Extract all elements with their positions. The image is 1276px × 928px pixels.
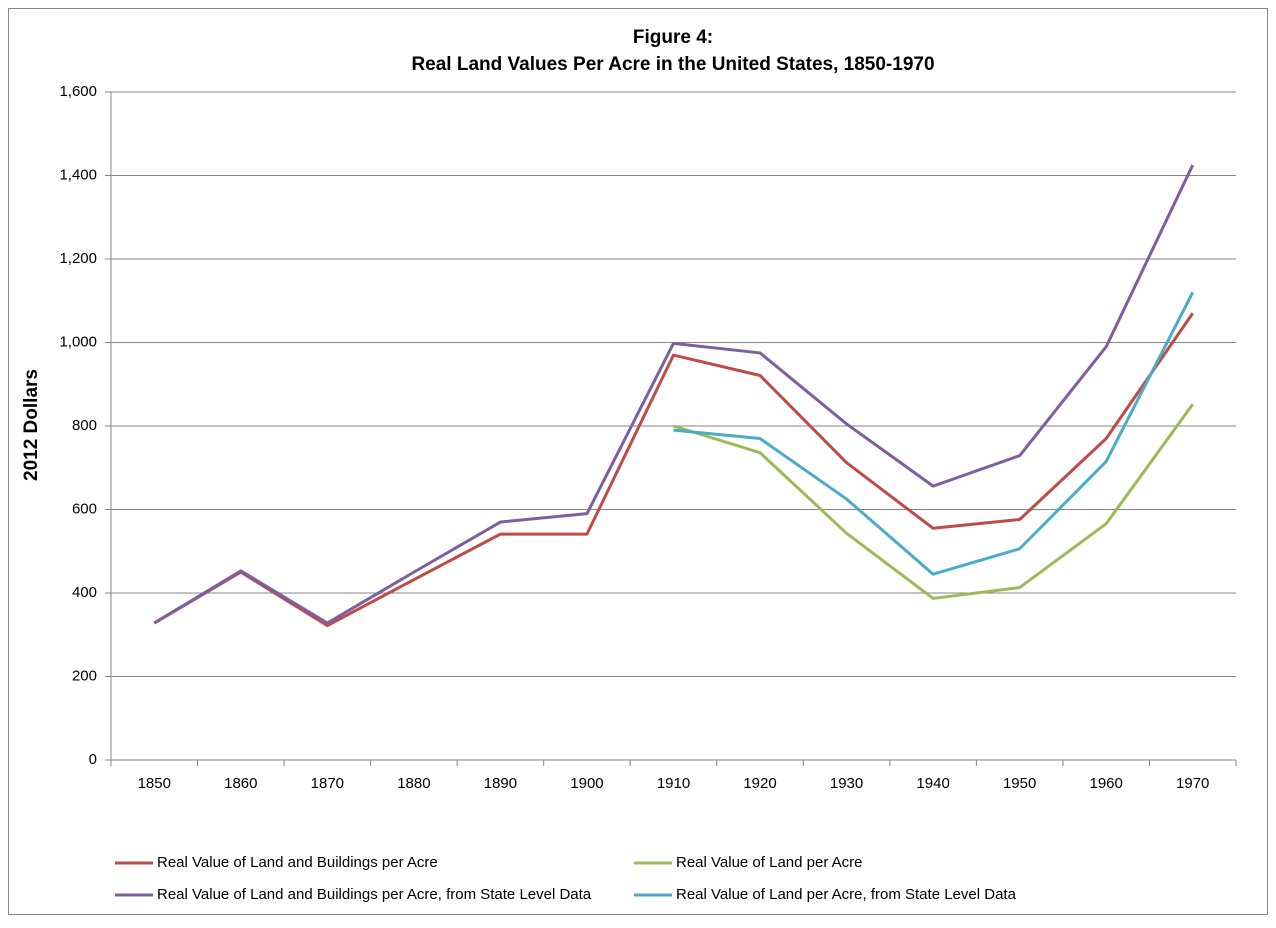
- chart-border: [8, 8, 1268, 915]
- y-tick-label: 200: [72, 667, 97, 684]
- y-axis-label: 2012 Dollars: [21, 369, 42, 481]
- x-tick-label: 1850: [138, 775, 171, 792]
- x-tick-label: 1870: [311, 775, 344, 792]
- series-line: [673, 291, 1195, 576]
- x-tick-label: 1960: [1090, 775, 1123, 792]
- y-tick-label: 400: [72, 584, 97, 601]
- x-tick-label: 1910: [657, 775, 690, 792]
- y-tick-label: 1,600: [59, 83, 97, 100]
- series-line: [673, 403, 1194, 600]
- x-tick-label: 1900: [570, 775, 603, 792]
- y-tick-label: 1,400: [59, 166, 97, 183]
- y-tick-label: 0: [89, 751, 97, 768]
- chart-subtitle: Real Land Values Per Acre in the United …: [411, 54, 934, 75]
- x-tick-label: 1880: [397, 775, 430, 792]
- x-tick-label: 1950: [1003, 775, 1036, 792]
- x-tick-label: 1970: [1176, 775, 1209, 792]
- x-tick-label: 1920: [743, 775, 776, 792]
- x-tick-label: 1860: [224, 775, 257, 792]
- y-tick-label: 800: [72, 417, 97, 434]
- legend-label: Real Value of Land per Acre, from State …: [676, 886, 1017, 903]
- chart-title: Figure 4:: [633, 27, 713, 48]
- y-tick-label: 600: [72, 500, 97, 517]
- y-tick-label: 1,000: [59, 333, 97, 350]
- legend-label: Real Value of Land per Acre: [676, 854, 863, 871]
- series-line: [153, 312, 1194, 628]
- legend-label: Real Value of Land and Buildings per Acr…: [157, 886, 592, 903]
- x-tick-label: 1930: [830, 775, 863, 792]
- x-tick-label: 1890: [484, 775, 517, 792]
- y-tick-label: 1,200: [59, 250, 97, 267]
- legend-label: Real Value of Land and Buildings per Acr…: [157, 854, 438, 871]
- series-line: [153, 164, 1195, 625]
- x-tick-label: 1940: [916, 775, 949, 792]
